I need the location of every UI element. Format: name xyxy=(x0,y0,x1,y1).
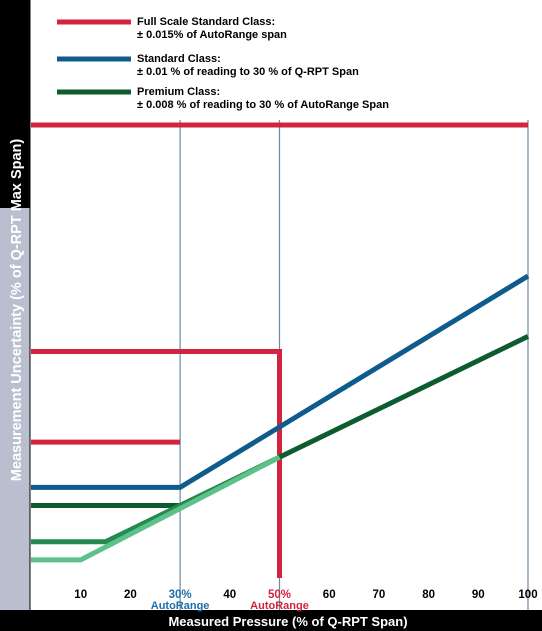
x-tick-label-10: 10 xyxy=(74,589,87,601)
legend-title-2: Standard Class: xyxy=(137,53,221,65)
x-tick-label-60: 60 xyxy=(323,589,336,601)
x-tick-sublabel-30: AutoRange xyxy=(151,600,210,612)
series-line-7 xyxy=(31,454,281,563)
x-tick-label-50: 50% xyxy=(268,589,291,601)
x-tick-label-100: 100 xyxy=(518,589,537,601)
guide-lines xyxy=(179,120,529,610)
legend-title-3: Premium Class: xyxy=(137,86,220,98)
x-axis-band xyxy=(0,610,542,631)
legend-title-1: Full Scale Standard Class: xyxy=(137,16,275,28)
series-line-2 xyxy=(31,349,282,578)
legend-desc-1: ± 0.015% of AutoRange span xyxy=(137,29,287,41)
series-line-6 xyxy=(31,454,281,545)
x-tick-sublabel-50: AutoRange xyxy=(250,600,309,612)
legend-desc-3: ± 0.008 % of reading to 30 % of AutoRang… xyxy=(137,99,389,111)
backdrop-tab xyxy=(0,208,30,610)
x-axis-ticks: 10 20 30% 40 50% 60 70 80 90 100 AutoRange AutoRang… xyxy=(74,589,537,612)
x-tick-label-30: 30% xyxy=(169,589,192,601)
x-tick-label-80: 80 xyxy=(422,589,435,601)
x-tick-label-70: 70 xyxy=(373,589,386,601)
series-group xyxy=(31,122,530,578)
y-axis-label: Measurement Uncertainty (% of Q-RPT Max … xyxy=(9,139,25,482)
x-tick-label-40: 40 xyxy=(223,589,236,601)
series-line-4 xyxy=(31,273,530,490)
legend: Full Scale Standard Class:± 0.015% of Au… xyxy=(57,16,389,111)
x-tick-label-90: 90 xyxy=(472,589,485,601)
x-axis-label: Measured Pressure (% of Q-RPT Span) xyxy=(168,614,407,629)
legend-desc-2: ± 0.01 % of reading to 30 % of Q-RPT Spa… xyxy=(137,66,359,78)
x-tick-label-20: 20 xyxy=(124,589,137,601)
